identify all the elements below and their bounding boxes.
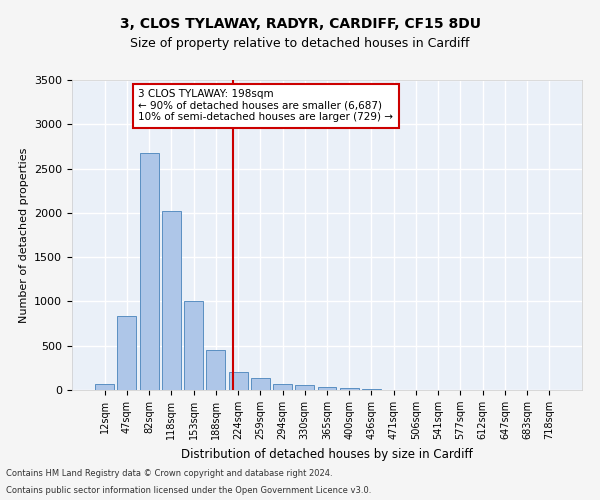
Bar [251, 378, 270, 390]
Text: Contains HM Land Registry data © Crown copyright and database right 2024.: Contains HM Land Registry data © Crown c… [6, 468, 332, 477]
Bar [295, 385, 314, 390]
Bar [162, 211, 181, 390]
Text: 3, CLOS TYLAWAY, RADYR, CARDIFF, CF15 8DU: 3, CLOS TYLAWAY, RADYR, CARDIFF, CF15 8D… [119, 18, 481, 32]
X-axis label: Distribution of detached houses by size in Cardiff: Distribution of detached houses by size … [181, 448, 473, 460]
Bar [206, 350, 225, 390]
Text: 3 CLOS TYLAWAY: 198sqm
← 90% of detached houses are smaller (6,687)
10% of semi-: 3 CLOS TYLAWAY: 198sqm ← 90% of detached… [139, 90, 394, 122]
Bar [118, 316, 136, 390]
Text: Contains public sector information licensed under the Open Government Licence v3: Contains public sector information licen… [6, 486, 371, 495]
Bar [340, 388, 359, 390]
Bar [273, 384, 292, 390]
Bar [140, 152, 158, 390]
Bar [95, 384, 114, 390]
Bar [229, 372, 248, 390]
Bar [317, 388, 337, 390]
Text: Size of property relative to detached houses in Cardiff: Size of property relative to detached ho… [130, 38, 470, 51]
Y-axis label: Number of detached properties: Number of detached properties [19, 148, 29, 322]
Bar [184, 302, 203, 390]
